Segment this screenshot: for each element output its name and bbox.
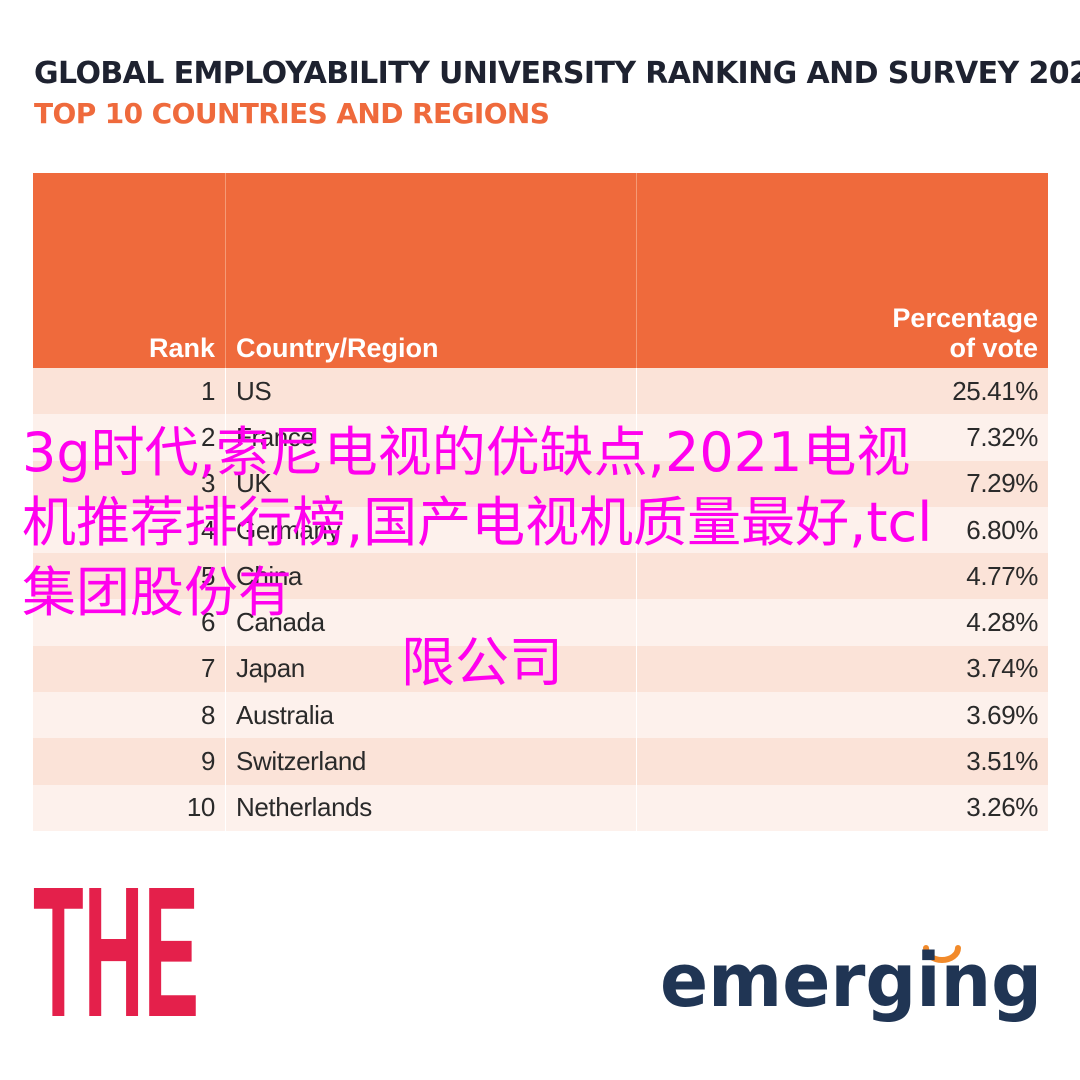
table-row: 4 Germany 6.80%: [33, 506, 1048, 554]
overlay-text: 3g时代,索尼电视的优缺点,2021电视机推荐排行榜,国产电视机质量最好,tcl…: [22, 421, 933, 624]
emerging-logo: emerging: [660, 940, 1042, 1024]
table-row: 6 Canada 4.28%: [33, 599, 1048, 646]
the-logo: THE: [33, 878, 199, 1018]
table-row: 8 Australia 3.69%: [33, 692, 1048, 739]
table-row: 7 Japan 3.74%: [33, 645, 1048, 693]
rank-cell: 3: [33, 460, 226, 507]
table-header: Rank Country/Region Percentage of vote: [33, 173, 1048, 368]
country-cell: Switzerland: [226, 738, 637, 785]
rank-cell: 10: [33, 784, 226, 831]
column-header-percentage: Percentage of vote: [637, 173, 1048, 368]
country-cell: China: [226, 553, 637, 600]
percentage-cell: 25.41%: [952, 375, 1038, 406]
country-cell: Germany: [226, 506, 637, 554]
table-body: 1 US 25.41% 2 France 7.32% 3 UK 7.29% 4 Germany 6.8…: [33, 368, 1048, 831]
country-cell: Netherlands: [226, 784, 637, 831]
emerging-logo-text: emerging: [660, 940, 1042, 1024]
column-header-country: Country/Region: [226, 173, 637, 368]
rank-cell: 6: [33, 599, 226, 646]
percentage-cell: 3.69%: [966, 699, 1038, 730]
percentage-cell: 7.32%: [966, 421, 1038, 452]
country-cell: Australia: [226, 692, 637, 739]
column-header-percentage-label: Percentage of vote: [892, 303, 1038, 363]
table-row: 5 China 4.77%: [33, 553, 1048, 600]
rank-cell: 5: [33, 553, 226, 600]
overlay-caption: 3g时代,索尼电视的优缺点,2021电视机推荐排行榜,国产电视机质量最好,tcl…: [22, 418, 942, 698]
percentage-cell: 3.26%: [966, 792, 1038, 823]
percentage-cell: 3.74%: [966, 653, 1038, 684]
percentage-cell: 4.28%: [966, 607, 1038, 638]
percentage-cell: 7.29%: [966, 468, 1038, 499]
country-cell: US: [226, 368, 637, 415]
table-row: 1 US 25.41%: [33, 368, 1048, 415]
chart-title: GLOBAL EMPLOYABILITY UNIVERSITY RANKING …: [34, 56, 1080, 91]
column-header-rank: Rank: [33, 173, 226, 368]
table-row: 9 Switzerland 3.51%: [33, 738, 1048, 785]
percentage-cell: 6.80%: [966, 514, 1038, 545]
country-cell: France: [226, 414, 637, 461]
table-row: 2 France 7.32%: [33, 414, 1048, 461]
overlay-text-tail: 限公司: [401, 631, 563, 694]
rank-cell: 7: [33, 645, 226, 693]
percentage-cell: 3.51%: [966, 746, 1038, 777]
rank-cell: 1: [33, 368, 226, 415]
rank-cell: 8: [33, 692, 226, 739]
country-cell: UK: [226, 460, 637, 507]
chart-subtitle: TOP 10 COUNTRIES AND REGIONS: [34, 97, 550, 130]
country-cell: Japan: [226, 645, 637, 693]
country-cell: Canada: [226, 599, 637, 646]
emerging-dot-arc-icon: [923, 945, 961, 963]
rank-cell: 9: [33, 738, 226, 785]
rank-cell: 4: [33, 506, 226, 554]
ranking-table: Rank Country/Region Percentage of vote 1…: [33, 173, 1048, 831]
rank-cell: 2: [33, 414, 226, 461]
table-row: 3 UK 7.29%: [33, 460, 1048, 507]
the-logo-text: THE: [33, 878, 199, 1018]
percentage-cell: 4.77%: [966, 560, 1038, 591]
table-row: 10 Netherlands 3.26%: [33, 784, 1048, 831]
